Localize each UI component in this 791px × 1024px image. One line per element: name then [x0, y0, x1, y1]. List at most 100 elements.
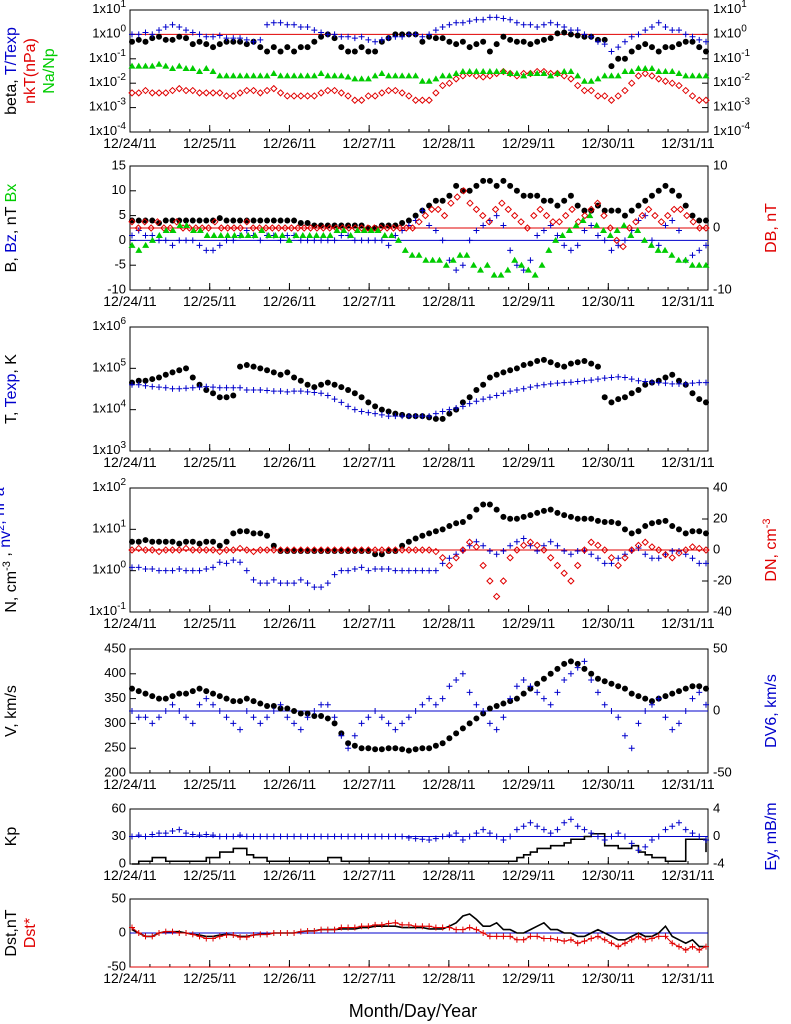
- data-point: [176, 565, 183, 572]
- data-point: [162, 567, 169, 574]
- data-point: [486, 14, 493, 21]
- data-point: [223, 384, 230, 391]
- data-point: [594, 517, 601, 524]
- data-point: [587, 86, 595, 95]
- data-point: [526, 69, 534, 76]
- data-point: [453, 41, 460, 48]
- data-point: [581, 377, 588, 384]
- data-point: [169, 226, 177, 233]
- data-point: [357, 96, 366, 104]
- data-point: [250, 714, 257, 721]
- y-tick-label-right: 1x100: [713, 23, 747, 41]
- data-point: [237, 384, 244, 391]
- data-point: [675, 526, 682, 533]
- data-point: [526, 538, 535, 546]
- data-point: [536, 205, 544, 214]
- data-point: [378, 411, 385, 418]
- data-point: [358, 720, 365, 727]
- data-point: [486, 177, 493, 184]
- data-point: [439, 695, 446, 702]
- data-point: [500, 390, 507, 397]
- data-point: [284, 833, 291, 840]
- data-point: [203, 565, 210, 572]
- data-point: [243, 386, 250, 393]
- data-point: [703, 38, 709, 45]
- data-point: [183, 27, 190, 34]
- data-point: [648, 543, 656, 551]
- data-point: [399, 33, 406, 40]
- data-point: [169, 828, 176, 834]
- x-tick-label: 12/26/11: [263, 293, 317, 309]
- data-point: [156, 695, 163, 702]
- data-point: [480, 177, 487, 184]
- data-point: [347, 231, 355, 238]
- y-axis-label-3: Na/Np: [41, 48, 58, 93]
- data-point: [223, 833, 230, 840]
- data-point: [453, 267, 460, 274]
- data-point: [547, 197, 554, 204]
- data-point: [662, 380, 669, 387]
- data-point: [553, 69, 562, 78]
- data-point: [606, 224, 615, 232]
- data-point: [632, 218, 640, 226]
- data-point: [534, 24, 541, 31]
- data-point: [203, 247, 210, 254]
- data-point: [669, 217, 676, 224]
- data-point: [351, 237, 358, 244]
- data-point: [453, 19, 460, 26]
- data-point: [324, 379, 331, 386]
- data-point: [547, 670, 554, 677]
- data-point: [675, 549, 683, 557]
- data-point: [669, 547, 676, 554]
- data-point: [621, 38, 628, 45]
- data-point: [129, 564, 135, 571]
- data-point: [432, 227, 439, 234]
- data-point: [149, 236, 156, 243]
- data-point: [378, 746, 385, 753]
- x-tick-label: 12/28/11: [422, 454, 476, 470]
- data-point: [661, 77, 670, 85]
- data-point: [216, 693, 223, 700]
- data-point: [524, 266, 532, 273]
- data-point: [155, 89, 163, 97]
- data-point: [310, 72, 318, 79]
- data-point: [405, 546, 413, 554]
- data-point: [310, 92, 319, 100]
- data-point: [473, 386, 480, 393]
- data-point: [284, 714, 291, 721]
- data-point: [250, 217, 257, 224]
- data-point: [466, 68, 474, 75]
- data-point: [607, 554, 616, 562]
- data-point: [473, 16, 480, 23]
- data-point: [249, 86, 258, 95]
- data-point: [372, 565, 379, 572]
- data-point: [372, 237, 379, 244]
- data-point: [670, 205, 678, 214]
- data-point: [338, 732, 345, 739]
- data-point: [365, 833, 372, 840]
- data-point: [606, 231, 614, 238]
- data-point: [500, 836, 507, 843]
- data-point: [331, 381, 338, 388]
- data-point: [500, 15, 507, 22]
- data-point: [318, 833, 325, 840]
- data-point: [243, 86, 251, 95]
- data-point: [351, 96, 359, 104]
- data-point: [486, 830, 493, 837]
- data-point: [331, 833, 338, 840]
- data-point: [655, 68, 663, 75]
- data-point: [365, 237, 372, 244]
- data-point: [466, 833, 473, 840]
- data-point: [547, 830, 554, 837]
- y-tick-label: 30: [112, 828, 126, 843]
- data-point: [574, 202, 581, 209]
- data-point: [304, 381, 311, 388]
- data-point: [425, 96, 433, 104]
- data-point: [493, 41, 500, 48]
- data-point: [446, 21, 453, 28]
- data-point: [574, 32, 581, 39]
- data-point: [412, 567, 419, 574]
- x-tick-label: 12/29/11: [502, 776, 556, 792]
- data-point: [129, 38, 135, 45]
- data-point: [345, 224, 353, 232]
